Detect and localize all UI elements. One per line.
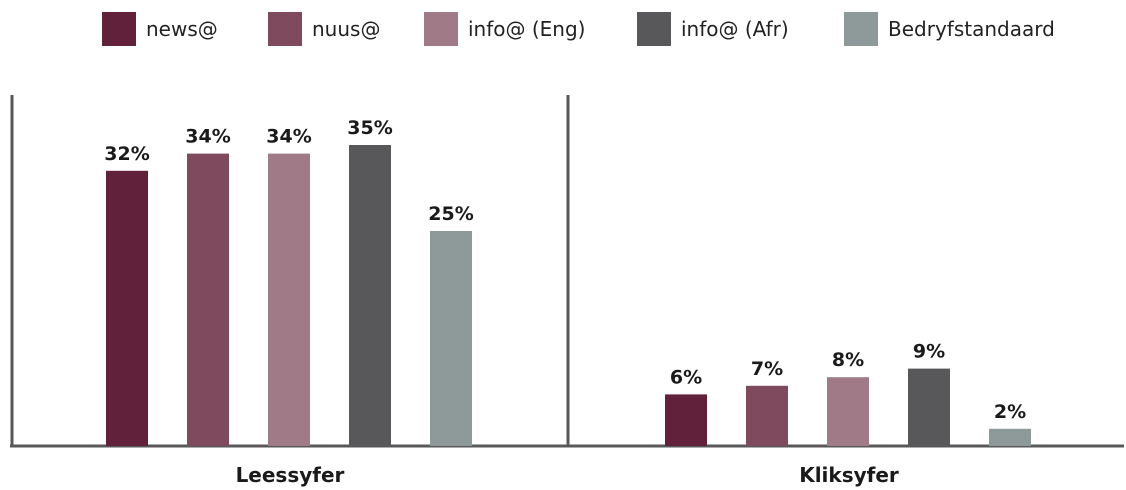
- legend-label-nuus: nuus@: [312, 17, 380, 41]
- data-label-leessyfer-news: 32%: [104, 143, 149, 165]
- bar-leessyfer-bedryfstandaard: [430, 231, 472, 446]
- data-label-kliksyfer-info-eng: 8%: [832, 349, 864, 371]
- category-label-leessyfer: Leessyfer: [236, 463, 345, 487]
- legend-swatch-nuus: [268, 12, 302, 46]
- legend-swatch-info-eng: [424, 12, 458, 46]
- bar-leessyfer-nuus: [187, 153, 229, 446]
- bars: 32% 34% 34% 35% 25% 6% 7% 8% 9% 2%: [104, 117, 1031, 447]
- bar-leessyfer-news: [106, 170, 148, 447]
- data-label-kliksyfer-nuus: 7%: [751, 358, 783, 380]
- legend-label-news: news@: [146, 17, 218, 41]
- bar-kliksyfer-nuus: [746, 385, 788, 446]
- legend-swatch-news: [102, 12, 136, 46]
- bar-kliksyfer-info-afr: [908, 368, 950, 446]
- legend-label-bedryfstandaard: Bedryfstandaard: [888, 17, 1055, 41]
- bar-kliksyfer-info-eng: [827, 377, 869, 446]
- category-labels: Leessyfer Kliksyfer: [236, 463, 899, 487]
- legend-swatch-bedryfstandaard: [844, 12, 878, 46]
- bar-kliksyfer-news: [665, 394, 707, 446]
- data-label-leessyfer-info-afr: 35%: [347, 117, 392, 139]
- data-label-kliksyfer-info-afr: 9%: [913, 341, 945, 363]
- data-label-kliksyfer-news: 6%: [670, 366, 702, 388]
- bar-kliksyfer-bedryfstandaard: [989, 428, 1031, 446]
- data-label-leessyfer-bedryfstandaard: 25%: [428, 203, 473, 225]
- legend-swatch-info-afr: [637, 12, 671, 46]
- axes: [10, 95, 1124, 448]
- legend: news@ nuus@ info@ (Eng) info@ (Afr) Bedryfst…: [102, 12, 1055, 46]
- data-label-leessyfer-nuus: 34%: [185, 126, 230, 148]
- legend-label-info-afr: info@ (Afr): [681, 17, 789, 41]
- data-label-kliksyfer-bedryfstandaard: 2%: [994, 401, 1026, 423]
- bar-leessyfer-info-eng: [268, 153, 310, 446]
- bar-leessyfer-info-afr: [349, 145, 391, 446]
- category-label-kliksyfer: Kliksyfer: [799, 463, 899, 487]
- legend-label-info-eng: info@ (Eng): [468, 17, 585, 41]
- data-label-leessyfer-info-eng: 34%: [266, 126, 311, 148]
